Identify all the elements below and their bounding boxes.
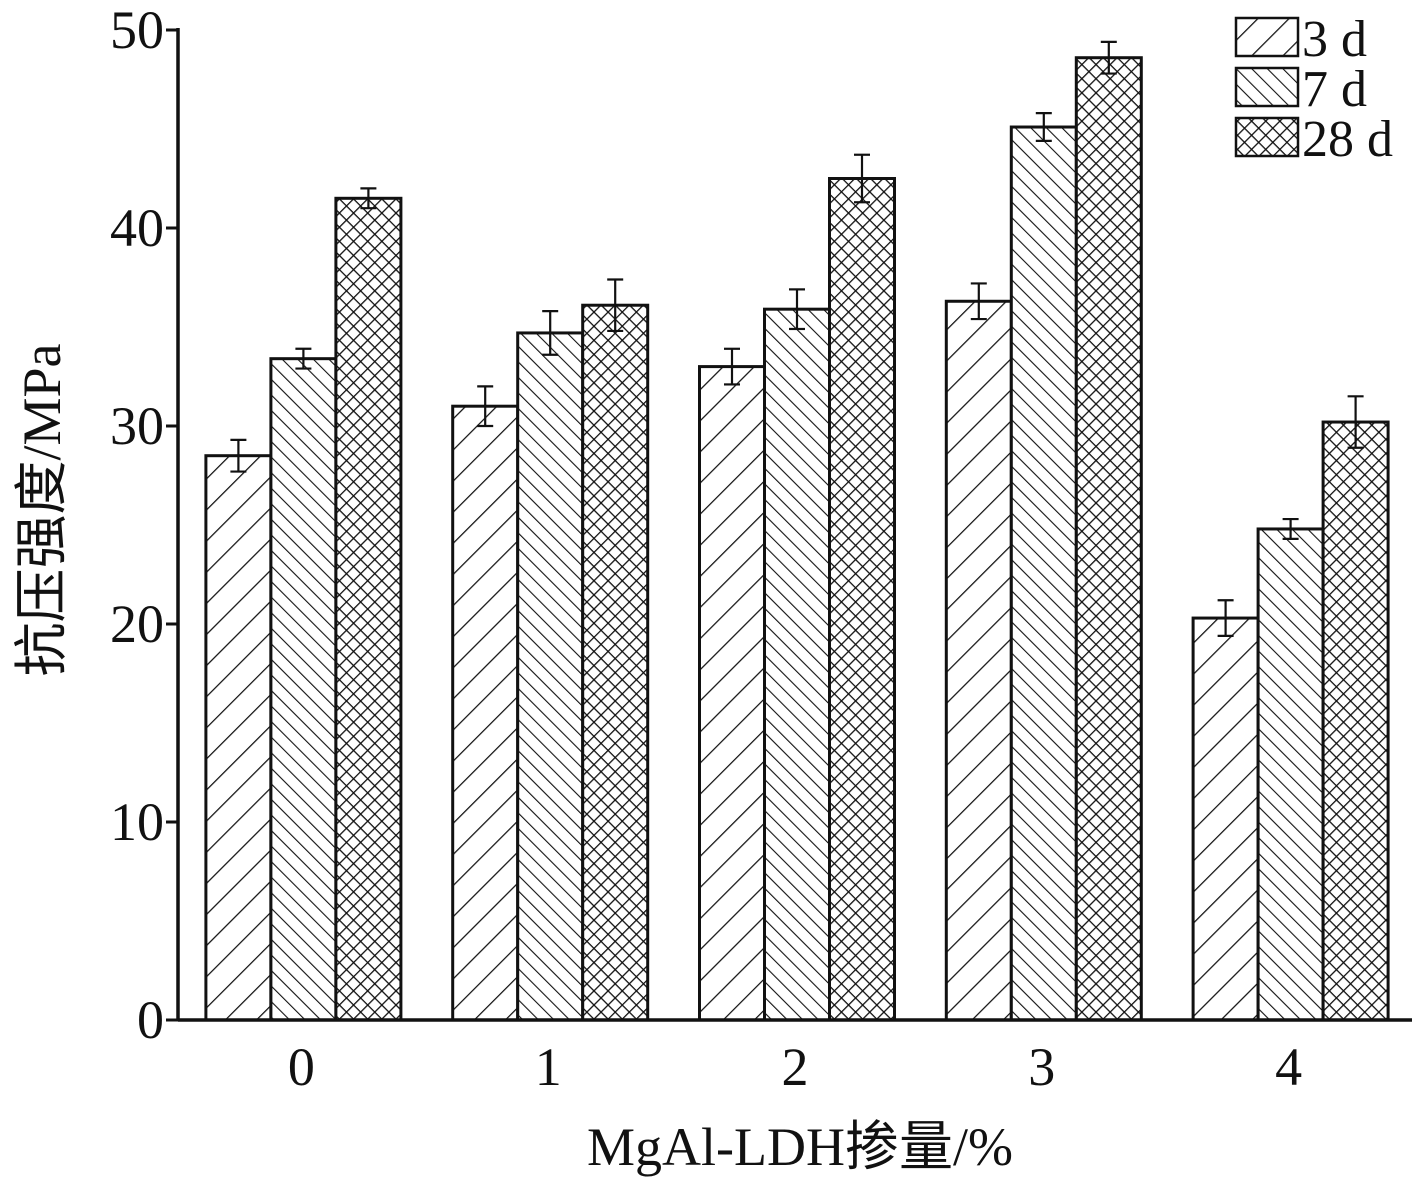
bar-28d-3 xyxy=(1074,56,1143,1022)
x-tick-label-4: 4 xyxy=(1275,1037,1302,1097)
bar-7d-4 xyxy=(1256,527,1325,1022)
bar-7d-2 xyxy=(763,307,831,1022)
legend-label-7d: 7 d xyxy=(1302,61,1367,118)
y-axis-label: 抗压强度/MPa xyxy=(12,343,72,676)
x-axis-label: MgAl-LDH掺量/% xyxy=(587,1117,1013,1177)
legend-swatch-28d xyxy=(1234,116,1300,158)
x-tick-label-3: 3 xyxy=(1028,1037,1055,1097)
legend-swatch-3d xyxy=(1234,16,1300,58)
bar-7d-1 xyxy=(516,331,585,1022)
y-axis: 0 10 20 30 40 50 xyxy=(110,0,180,1050)
y-tick-label-50: 50 xyxy=(110,0,164,60)
x-tick-label-2: 2 xyxy=(782,1037,809,1097)
bar-3d-3 xyxy=(944,299,1013,1022)
bar-3d-2 xyxy=(698,365,766,1022)
x-tick-label-0: 0 xyxy=(288,1037,315,1097)
y-tick-label-10: 10 xyxy=(110,792,164,852)
legend-swatch-7d xyxy=(1234,66,1300,108)
bar-7d-0 xyxy=(269,357,338,1022)
x-axis: 0 1 2 3 4 xyxy=(178,1018,1412,1097)
bar-28d-4 xyxy=(1321,420,1390,1022)
bar-3d-1 xyxy=(451,404,520,1022)
bar-28d-0 xyxy=(334,196,403,1022)
legend-label-28d: 28 d xyxy=(1302,111,1393,168)
y-tick-label-20: 20 xyxy=(110,594,164,654)
plot-area xyxy=(204,40,1390,1022)
bar-7d-3 xyxy=(1009,125,1078,1022)
bar-28d-1 xyxy=(581,303,650,1022)
y-tick-label-30: 30 xyxy=(110,396,164,456)
bar-3d-4 xyxy=(1191,616,1260,1022)
legend-label-3d: 3 d xyxy=(1302,11,1367,68)
y-tick-label-40: 40 xyxy=(110,198,164,258)
bar-28d-2 xyxy=(828,177,896,1022)
bar-3d-0 xyxy=(204,454,273,1022)
x-tick-label-1: 1 xyxy=(535,1037,562,1097)
legend: 3 d7 d28 d xyxy=(1234,11,1393,168)
y-tick-label-0: 0 xyxy=(137,990,164,1050)
